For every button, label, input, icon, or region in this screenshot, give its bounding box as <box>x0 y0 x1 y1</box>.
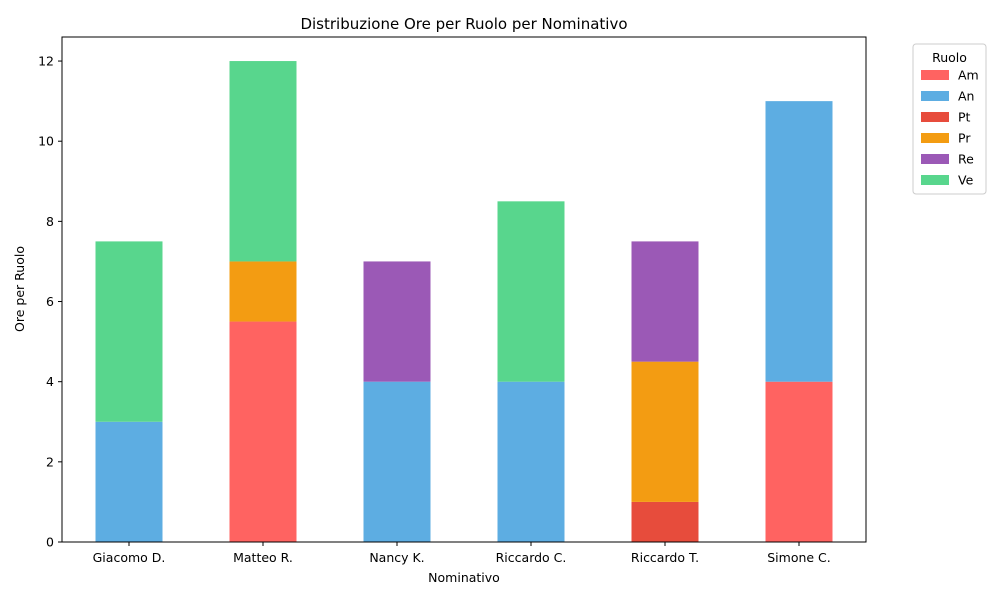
x-axis-label: Nominativo <box>428 570 500 585</box>
bar-segment <box>765 101 833 382</box>
x-tick-label: Simone C. <box>767 550 831 565</box>
bar-segment <box>229 61 297 262</box>
y-tick-label: 4 <box>46 374 54 389</box>
legend-title: Ruolo <box>932 50 967 65</box>
y-tick-label: 0 <box>46 535 54 550</box>
legend-label: Am <box>958 68 979 83</box>
y-tick-label: 12 <box>38 54 54 69</box>
x-tick-label: Matteo R. <box>233 550 293 565</box>
bar-segment <box>229 261 297 322</box>
legend-swatch <box>921 133 949 143</box>
y-tick-label: 2 <box>46 454 54 469</box>
bar-segment <box>363 261 431 382</box>
plot-area: Giacomo D. Matteo R. Nancy K. Riccardo C. Ri… <box>38 36 867 565</box>
bar-segment <box>631 241 699 362</box>
y-tick-label: 8 <box>46 214 54 229</box>
x-tick-label: Giacomo D. <box>93 550 166 565</box>
x-tick-label: Nancy K. <box>369 550 424 565</box>
legend: Ruolo Am An Pt Pr Re Ve <box>912 43 987 195</box>
chart-title: Distribuzione Ore per Ruolo per Nominati… <box>300 15 627 33</box>
bar-segment <box>95 421 163 542</box>
legend-label: An <box>958 89 974 104</box>
bar-segment <box>631 501 699 542</box>
bar-segment <box>497 381 565 542</box>
y-tick-label: 10 <box>38 134 54 149</box>
bar-segment <box>363 381 431 542</box>
legend-swatch <box>921 154 949 164</box>
legend-label: Re <box>958 152 974 167</box>
bar-segment <box>95 241 163 422</box>
legend-swatch <box>921 91 949 101</box>
y-axis-label: Ore per Ruolo <box>12 246 27 332</box>
bar-segment <box>497 201 565 382</box>
x-tick-label: Riccardo T. <box>631 550 699 565</box>
legend-label: Pr <box>958 131 971 146</box>
legend-swatch <box>921 112 949 122</box>
bar-segment <box>765 381 833 542</box>
bar-segment <box>229 321 297 542</box>
axes-frame <box>61 36 867 543</box>
legend-swatch <box>921 70 949 80</box>
legend-label: Pt <box>958 110 971 125</box>
x-tick-label: Riccardo C. <box>496 550 567 565</box>
legend-label: Ve <box>958 173 974 188</box>
bar-segment <box>631 361 699 502</box>
legend-swatch <box>921 175 949 185</box>
y-tick-label: 6 <box>46 294 54 309</box>
